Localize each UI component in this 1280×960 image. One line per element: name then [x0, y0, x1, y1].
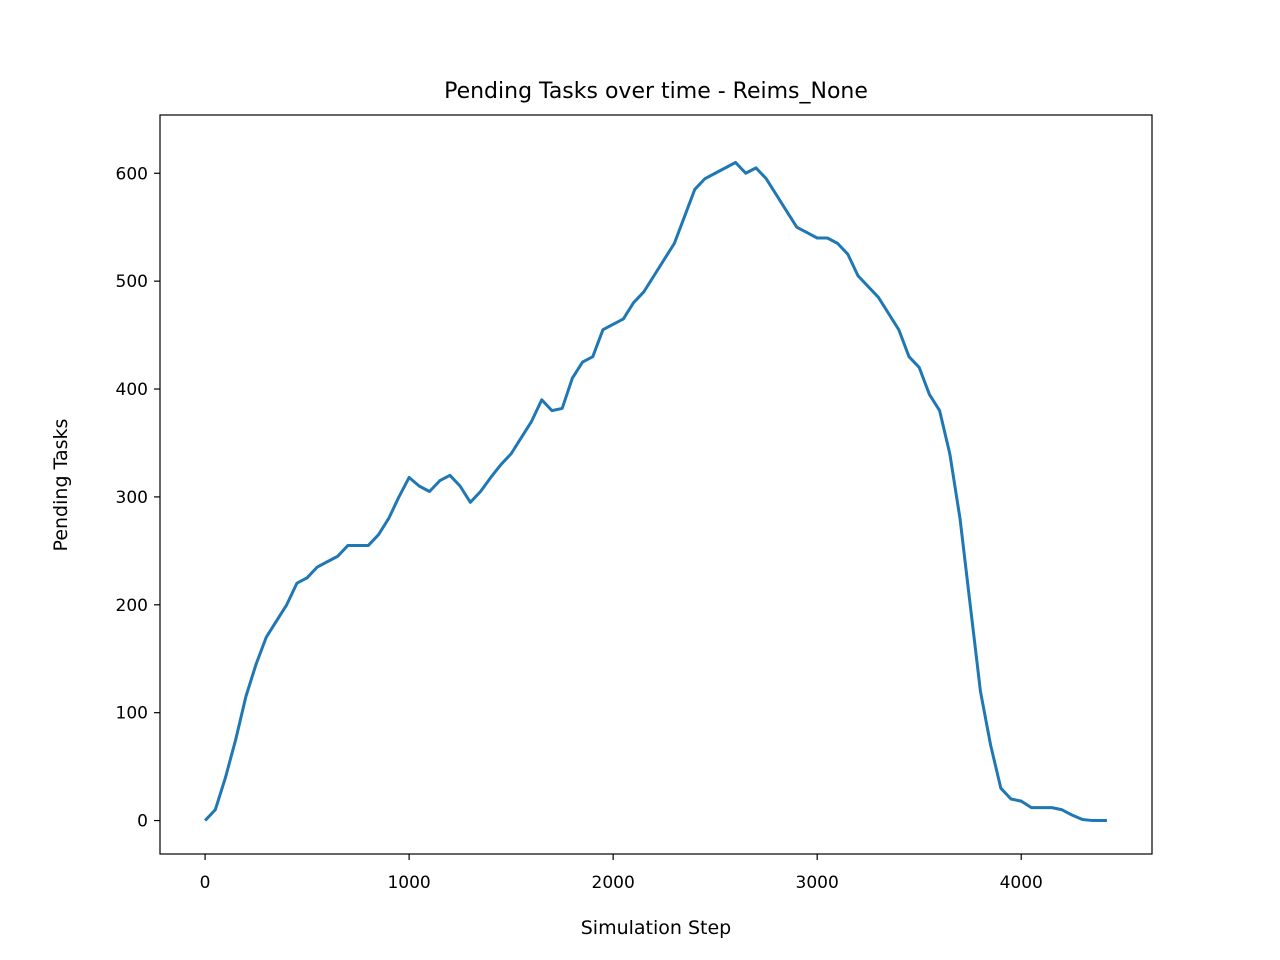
x-axis-label: Simulation Step [581, 917, 732, 939]
plot-frame [159, 114, 1153, 855]
chart-title: Pending Tasks over time - Reims_None [444, 79, 868, 104]
y-tick-label: 100 [116, 704, 148, 724]
y-tick-label: 0 [137, 812, 148, 832]
y-tick-label: 300 [116, 488, 148, 508]
x-tick-label: 3000 [796, 873, 839, 893]
x-tick-label: 0 [200, 873, 211, 893]
x-tick-label: 2000 [592, 873, 635, 893]
line-series [204, 160, 1107, 823]
x-tick-label: 4000 [1000, 873, 1043, 893]
x-tick-label: 1000 [387, 873, 430, 893]
y-tick-label: 200 [116, 596, 148, 616]
y-tick-label: 400 [116, 380, 148, 400]
y-tick-label: 500 [116, 272, 148, 292]
y-axis-label: Pending Tasks [50, 419, 72, 552]
y-tick-label: 600 [116, 164, 148, 184]
